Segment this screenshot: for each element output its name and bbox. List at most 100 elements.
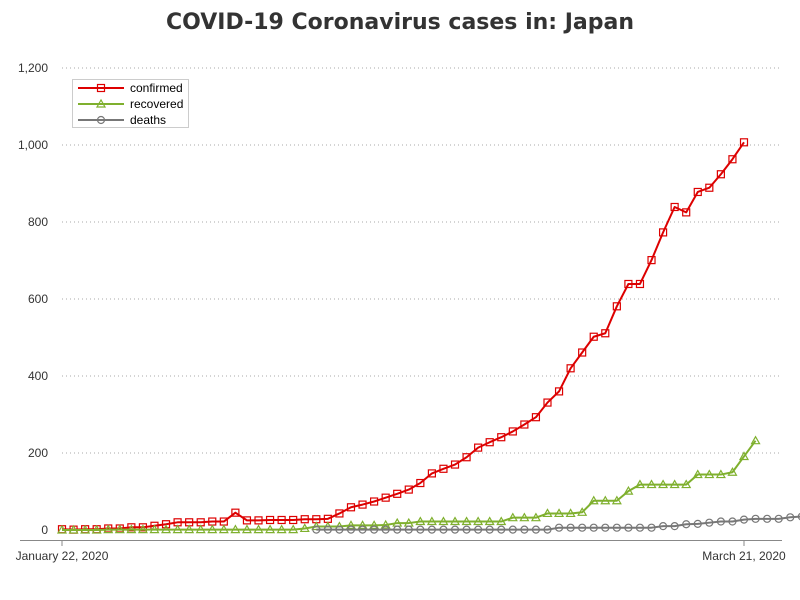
recovered-point xyxy=(207,524,218,534)
recovered-point xyxy=(91,524,102,534)
recovered-point xyxy=(438,516,449,526)
recovered-point xyxy=(692,469,703,479)
deaths-point xyxy=(601,523,610,532)
confirmed-point xyxy=(381,493,390,502)
recovered-point xyxy=(588,495,599,505)
confirmed-point xyxy=(693,187,702,197)
recovered-point xyxy=(357,520,368,529)
deaths-point xyxy=(635,523,645,532)
confirmed-point xyxy=(566,364,575,373)
legend-label-deaths: deaths xyxy=(130,113,166,127)
recovered-point xyxy=(750,435,761,445)
recovered-point xyxy=(727,467,738,476)
series-deaths xyxy=(312,512,800,534)
recovered-point xyxy=(68,524,79,534)
x-tick-label: March 21, 2020 xyxy=(702,549,786,563)
confirmed-point xyxy=(231,508,240,517)
deaths-point xyxy=(520,525,529,534)
confirmed-point xyxy=(474,443,483,452)
recovered-point xyxy=(345,520,357,529)
recovered-point xyxy=(149,524,160,534)
confirmed-point xyxy=(647,256,656,265)
y-tick-label: 200 xyxy=(28,446,48,460)
deaths-point xyxy=(693,519,702,528)
confirmed-point xyxy=(335,509,344,518)
recovered-point xyxy=(253,524,264,534)
recovered-point xyxy=(658,479,669,489)
series-recovered xyxy=(56,435,761,534)
recovered-point xyxy=(634,479,646,489)
recovered-point xyxy=(80,524,91,534)
confirmed-point xyxy=(520,420,529,429)
deaths-point xyxy=(624,523,633,532)
recovered-point xyxy=(137,524,148,534)
legend-label-confirmed: confirmed xyxy=(130,81,183,95)
deaths-point xyxy=(763,514,772,523)
confirmed-point xyxy=(543,398,552,407)
recovered-point xyxy=(704,469,715,479)
confirmed-point xyxy=(705,183,714,192)
deaths-point xyxy=(589,523,598,532)
confirmed-point xyxy=(138,523,148,532)
recovered-point xyxy=(56,524,68,534)
deaths-point xyxy=(566,523,575,532)
deaths-point xyxy=(381,525,390,534)
deaths-point xyxy=(612,523,621,532)
recovered-point xyxy=(265,524,276,534)
deaths-point xyxy=(774,514,783,523)
confirmed-point xyxy=(289,515,298,525)
confirmed-point xyxy=(554,387,564,396)
recovered-point xyxy=(611,495,622,505)
confirmed-point xyxy=(127,523,136,532)
recovered-point xyxy=(577,507,588,516)
recovered-point xyxy=(299,523,310,533)
y-tick-label: 0 xyxy=(41,523,48,537)
recovered-point xyxy=(565,508,576,518)
confirmed-point xyxy=(404,485,413,494)
recovered-point xyxy=(184,524,195,534)
deaths-point xyxy=(393,525,402,534)
deaths-point xyxy=(485,525,494,534)
confirmed-point xyxy=(682,208,691,217)
recovered-point xyxy=(484,516,495,526)
confirmed-point xyxy=(427,469,436,478)
recovered-point xyxy=(218,524,229,534)
recovered-point xyxy=(542,508,553,518)
deaths-point xyxy=(335,525,344,534)
confirmed-point xyxy=(728,155,737,164)
confirmed-point xyxy=(370,497,379,506)
deaths-point xyxy=(751,514,760,523)
confirmed-point xyxy=(346,503,356,512)
recovered-point xyxy=(449,516,461,526)
confirmed-point xyxy=(578,348,587,357)
x-tick-label: January 22, 2020 xyxy=(16,549,109,563)
confirmed-point xyxy=(242,516,252,525)
confirmed-point xyxy=(612,302,621,311)
recovered-point xyxy=(461,516,472,526)
legend-label-recovered: recovered xyxy=(130,97,183,111)
deaths-point xyxy=(474,525,483,534)
deaths-point xyxy=(716,517,725,526)
deaths-point xyxy=(647,523,656,532)
deaths-point xyxy=(670,522,679,531)
deaths-point xyxy=(404,525,413,534)
recovered-point xyxy=(415,516,426,526)
confirmed-point xyxy=(265,515,275,525)
confirmed-point xyxy=(716,170,725,179)
recovered-point xyxy=(496,516,507,526)
deaths-point xyxy=(323,525,332,534)
confirmed-point xyxy=(635,279,645,289)
confirmed-point xyxy=(416,478,425,488)
confirmed-point xyxy=(658,228,668,237)
deaths-point xyxy=(797,512,800,521)
axes: 0 200 400 600 800 1,000 1,200 January 22, 2020 M… xyxy=(16,61,786,563)
recovered-point xyxy=(519,512,530,522)
y-tick-label: 600 xyxy=(28,292,48,306)
recovered-point xyxy=(126,524,137,534)
recovered-point xyxy=(681,479,692,489)
deaths-point xyxy=(531,525,541,534)
confirmed-point xyxy=(670,202,679,212)
legend: confirmed recovered deaths xyxy=(72,79,189,128)
recovered-point xyxy=(172,524,183,534)
recovered-line xyxy=(62,440,757,531)
